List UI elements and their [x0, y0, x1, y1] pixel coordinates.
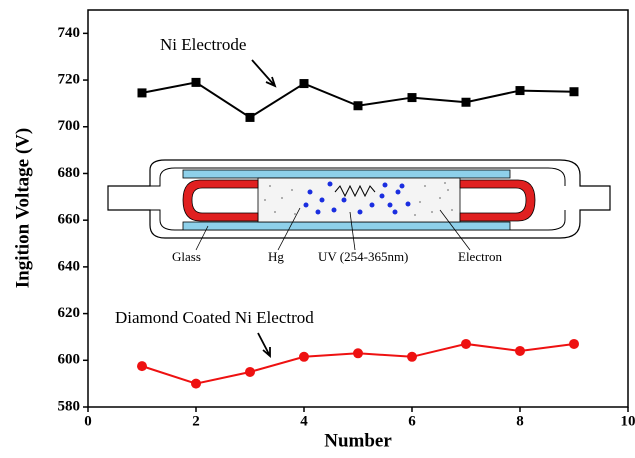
y-tick-label: 580 [58, 398, 81, 414]
marker [137, 361, 147, 371]
annotation-arrow [258, 333, 270, 356]
marker [570, 87, 579, 96]
marker [300, 79, 309, 88]
marker [462, 98, 471, 107]
y-tick-label: 620 [58, 305, 81, 321]
y-tick-label: 640 [58, 258, 81, 274]
phosphor-top [183, 170, 510, 178]
marker [408, 93, 417, 102]
marker [299, 352, 309, 362]
y-tick-label: 720 [58, 71, 81, 87]
inset-label: UV (254-365nm) [318, 249, 408, 264]
marker [138, 88, 147, 97]
annotation: Diamond Coated Ni Electrod [115, 308, 314, 327]
x-tick-label: 2 [192, 413, 200, 429]
x-tick-label: 10 [621, 413, 635, 429]
x-tick-label: 0 [84, 413, 92, 429]
y-tick-label: 660 [58, 212, 81, 228]
annotation: Ni Electrode [160, 35, 246, 54]
x-axis-label: Number [324, 430, 392, 451]
marker [192, 78, 201, 87]
series-line [142, 82, 574, 117]
marker [569, 339, 579, 349]
y-axis-label: Ingition Voltage (V) [12, 128, 33, 288]
marker [515, 346, 525, 356]
phosphor-bottom [183, 222, 510, 230]
marker [245, 367, 255, 377]
chart: Number Ingition Voltage (V) Glass Hg UV … [0, 0, 635, 458]
inset-diagram: Glass Hg UV (254-365nm) Electron [108, 160, 610, 264]
marker [516, 86, 525, 95]
marker [191, 379, 201, 389]
marker [461, 339, 471, 349]
y-tick-label: 700 [58, 118, 81, 134]
inset-label: Hg [268, 249, 284, 264]
x-tick-label: 4 [300, 413, 308, 429]
annotation-arrow [252, 60, 275, 86]
x-tick-label: 6 [408, 413, 416, 429]
marker [246, 113, 255, 122]
y-tick-label: 680 [58, 165, 81, 181]
y-tick-label: 740 [58, 25, 81, 41]
inset-label: Glass [172, 249, 201, 264]
marker [353, 348, 363, 358]
discharge-region [258, 178, 460, 222]
x-tick-label: 8 [516, 413, 524, 429]
marker [354, 101, 363, 110]
y-tick-label: 600 [58, 352, 81, 368]
marker [407, 352, 417, 362]
inset-label: Electron [458, 249, 503, 264]
